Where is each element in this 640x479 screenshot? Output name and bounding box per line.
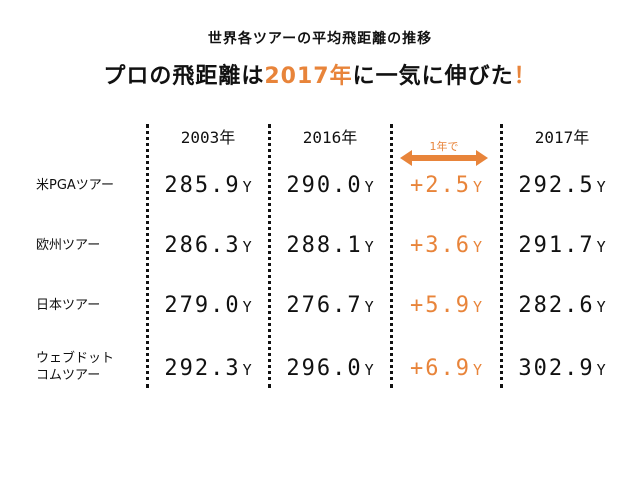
value-cell: 296.0 Y [286, 356, 374, 381]
headline-suffix: に一気に伸びた [352, 64, 514, 89]
value-cell: 292.3 Y [164, 356, 252, 381]
value-cell: 276.7 Y [286, 293, 374, 318]
row-label-line: ウェブドット [36, 351, 115, 366]
headline-bang: ！ [513, 64, 537, 89]
value-cell: 282.6 Y [518, 293, 606, 318]
row-label-line: 欧州ツアー [36, 238, 101, 253]
divider-2 [268, 124, 271, 388]
arrow-label: 1年で [429, 140, 459, 153]
divider-1 [146, 124, 149, 388]
col-head-2016: 2016年 [302, 128, 358, 147]
value-cell: 292.5 Y [518, 173, 606, 198]
value-cell: 302.9 Y [518, 356, 606, 381]
row-label-webcom: ウェブドット コムツアー [36, 350, 146, 384]
value-cell: 288.1 Y [286, 233, 374, 258]
double-arrow-icon [400, 150, 488, 166]
value-cell: 290.0 Y [286, 173, 374, 198]
diff-cell: +3.6 Y [409, 233, 482, 258]
diff-cell: +6.9 Y [409, 356, 482, 381]
headline: プロの飛距離は2017年に一気に伸びた！ [0, 58, 640, 90]
row-label-european: 欧州ツアー [36, 237, 146, 254]
value-cell: 285.9 Y [164, 173, 252, 198]
diff-cell: +2.5 Y [409, 173, 482, 198]
value-cell: 286.3 Y [164, 233, 252, 258]
headline-prefix: プロの飛距離は [103, 64, 265, 89]
headline-accent: 2017年 [264, 64, 353, 89]
one-year-arrow: 1年で [400, 136, 488, 172]
row-label-japan: 日本ツアー [36, 297, 146, 314]
divider-3 [390, 124, 393, 388]
row-label-line: コムツアー [36, 368, 101, 383]
row-label-line: 日本ツアー [36, 298, 101, 313]
diff-cell: +5.9 Y [409, 293, 482, 318]
col-head-2003: 2003年 [180, 128, 236, 147]
row-label-line: 米PGAツアー [36, 178, 115, 193]
subtitle: 世界各ツアーの平均飛距離の推移 [207, 31, 433, 47]
col-head-2017: 2017年 [534, 128, 590, 147]
divider-4 [500, 124, 503, 388]
row-label-pga: 米PGAツアー [36, 177, 146, 194]
value-cell: 291.7 Y [518, 233, 606, 258]
value-cell: 279.0 Y [164, 293, 252, 318]
